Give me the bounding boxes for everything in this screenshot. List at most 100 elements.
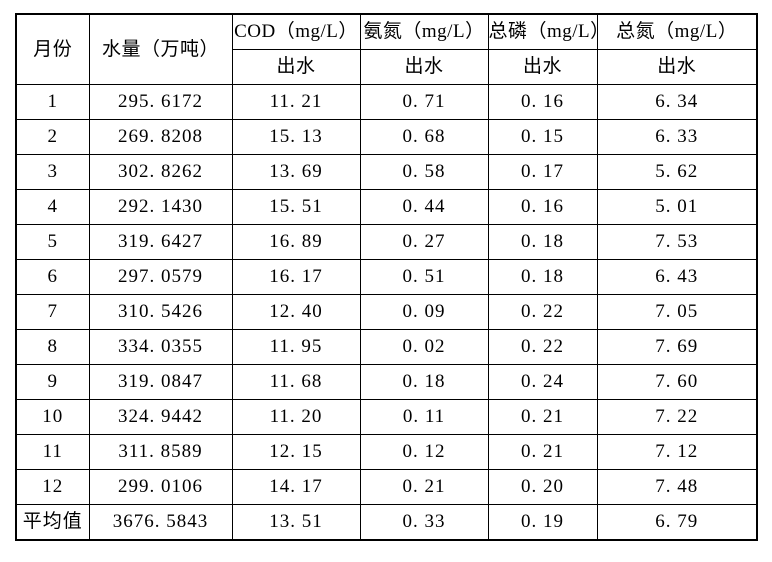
month-cell: 4	[15, 189, 90, 225]
value-cell: 0. 15	[487, 119, 598, 155]
value-cell: 6. 79	[596, 504, 758, 541]
value-cell: 0. 18	[487, 224, 598, 260]
value-cell: 0. 16	[487, 84, 598, 120]
value-cell: 0. 24	[487, 364, 598, 400]
value-cell: 7. 53	[596, 224, 758, 260]
value-cell: 0. 27	[359, 224, 489, 260]
value-cell: 0. 18	[487, 259, 598, 295]
subheader-nitrogen-effluent: 出水	[596, 49, 758, 85]
value-cell: 11. 20	[231, 399, 361, 435]
table-row: 4 292. 1430 15. 51 0. 44 0. 16 5. 01	[15, 189, 758, 225]
value-cell: 324. 9442	[88, 399, 233, 435]
value-cell: 0. 20	[487, 469, 598, 505]
value-cell: 16. 17	[231, 259, 361, 295]
subheader-phosphorus-effluent: 出水	[487, 49, 598, 85]
value-cell: 0. 22	[487, 294, 598, 330]
month-cell: 11	[15, 434, 90, 470]
value-cell: 12. 15	[231, 434, 361, 470]
value-cell: 0. 51	[359, 259, 489, 295]
month-cell: 6	[15, 259, 90, 295]
column-header-water-volume: 水量（万吨）	[88, 13, 233, 85]
table-row: 9 319. 0847 11. 68 0. 18 0. 24 7. 60	[15, 364, 758, 400]
table-row: 10 324. 9442 11. 20 0. 11 0. 21 7. 22	[15, 399, 758, 435]
month-cell: 9	[15, 364, 90, 400]
value-cell: 14. 17	[231, 469, 361, 505]
month-cell: 12	[15, 469, 90, 505]
value-cell: 295. 6172	[88, 84, 233, 120]
value-cell: 0. 02	[359, 329, 489, 365]
value-cell: 0. 21	[359, 469, 489, 505]
header-row-top: 月份 水量（万吨） COD（mg/L） 氨氮（mg/L） 总磷（mg/L） 总氮…	[15, 13, 758, 85]
column-header-total-nitrogen: 总氮（mg/L）	[596, 13, 758, 50]
value-cell: 6. 34	[596, 84, 758, 120]
month-cell: 5	[15, 224, 90, 260]
subheader-ammonia-effluent: 出水	[359, 49, 489, 85]
value-cell: 7. 48	[596, 469, 758, 505]
column-header-cod: COD（mg/L）	[231, 13, 361, 50]
month-cell: 1	[15, 84, 90, 120]
value-cell: 0. 21	[487, 434, 598, 470]
value-cell: 0. 68	[359, 119, 489, 155]
value-cell: 11. 68	[231, 364, 361, 400]
table-row: 12 299. 0106 14. 17 0. 21 0. 20 7. 48	[15, 469, 758, 505]
month-cell: 10	[15, 399, 90, 435]
value-cell: 15. 51	[231, 189, 361, 225]
water-quality-table: 月份 水量（万吨） COD（mg/L） 氨氮（mg/L） 总磷（mg/L） 总氮…	[15, 13, 758, 541]
table-row: 7 310. 5426 12. 40 0. 09 0. 22 7. 05	[15, 294, 758, 330]
value-cell: 0. 58	[359, 154, 489, 190]
value-cell: 13. 51	[231, 504, 361, 541]
value-cell: 302. 8262	[88, 154, 233, 190]
value-cell: 292. 1430	[88, 189, 233, 225]
month-cell: 2	[15, 119, 90, 155]
value-cell: 0. 33	[359, 504, 489, 541]
value-cell: 5. 01	[596, 189, 758, 225]
value-cell: 7. 05	[596, 294, 758, 330]
value-cell: 0. 21	[487, 399, 598, 435]
value-cell: 7. 22	[596, 399, 758, 435]
table-row: 11 311. 8589 12. 15 0. 12 0. 21 7. 12	[15, 434, 758, 470]
column-header-total-phosphorus: 总磷（mg/L）	[487, 13, 598, 50]
value-cell: 0. 16	[487, 189, 598, 225]
value-cell: 7. 69	[596, 329, 758, 365]
table-row: 8 334. 0355 11. 95 0. 02 0. 22 7. 69	[15, 329, 758, 365]
value-cell: 0. 11	[359, 399, 489, 435]
value-cell: 16. 89	[231, 224, 361, 260]
value-cell: 7. 12	[596, 434, 758, 470]
subheader-cod-effluent: 出水	[231, 49, 361, 85]
value-cell: 0. 17	[487, 154, 598, 190]
value-cell: 13. 69	[231, 154, 361, 190]
value-cell: 5. 62	[596, 154, 758, 190]
value-cell: 6. 33	[596, 119, 758, 155]
month-cell: 3	[15, 154, 90, 190]
value-cell: 0. 22	[487, 329, 598, 365]
value-cell: 311. 8589	[88, 434, 233, 470]
header-row-sub: 出水 出水 出水 出水	[16, 49, 758, 85]
value-cell: 299. 0106	[88, 469, 233, 505]
value-cell: 12. 40	[231, 294, 361, 330]
value-cell: 0. 19	[487, 504, 598, 541]
table-row: 1 295. 6172 11. 21 0. 71 0. 16 6. 34	[15, 84, 758, 120]
value-cell: 7. 60	[596, 364, 758, 400]
table-row: 平均值 3676. 5843 13. 51 0. 33 0. 19 6. 79	[15, 504, 758, 541]
value-cell: 0. 71	[359, 84, 489, 120]
table-body: 1 295. 6172 11. 21 0. 71 0. 16 6. 34 2 269. 820…	[15, 84, 758, 541]
value-cell: 269. 8208	[88, 119, 233, 155]
month-cell: 平均值	[15, 504, 90, 541]
value-cell: 0. 44	[359, 189, 489, 225]
value-cell: 319. 6427	[88, 224, 233, 260]
value-cell: 6. 43	[596, 259, 758, 295]
table-row: 5 319. 6427 16. 89 0. 27 0. 18 7. 53	[15, 224, 758, 260]
value-cell: 0. 12	[359, 434, 489, 470]
value-cell: 11. 21	[231, 84, 361, 120]
column-header-ammonia-nitrogen: 氨氮（mg/L）	[359, 13, 489, 50]
value-cell: 3676. 5843	[88, 504, 233, 541]
value-cell: 15. 13	[231, 119, 361, 155]
table-row: 2 269. 8208 15. 13 0. 68 0. 15 6. 33	[15, 119, 758, 155]
column-header-month: 月份	[15, 13, 90, 85]
month-cell: 7	[15, 294, 90, 330]
table-header: 月份 水量（万吨） COD（mg/L） 氨氮（mg/L） 总磷（mg/L） 总氮…	[15, 13, 758, 85]
value-cell: 319. 0847	[88, 364, 233, 400]
value-cell: 310. 5426	[88, 294, 233, 330]
table-row: 6 297. 0579 16. 17 0. 51 0. 18 6. 43	[15, 259, 758, 295]
